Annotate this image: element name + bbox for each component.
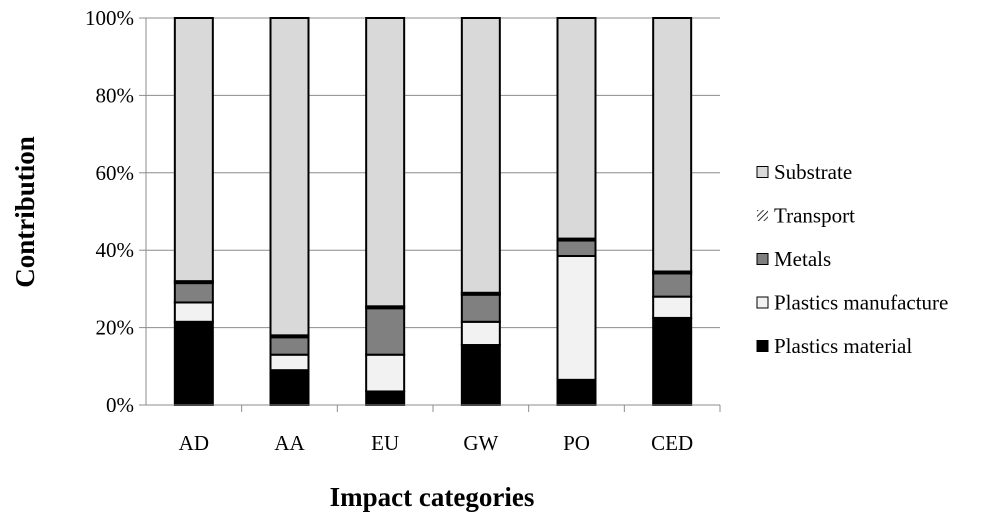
bar-segment-metals	[460, 293, 501, 323]
bar-segment-plastics-manufacture	[173, 301, 214, 323]
bar-segment-metals	[269, 336, 310, 356]
y-axis-title: Contribution	[10, 136, 40, 288]
y-tick-label: 20%	[96, 316, 135, 340]
y-tick-label: 40%	[96, 238, 135, 262]
bar-segment-plastics-material	[652, 316, 693, 406]
bar-segment-substrate	[460, 17, 501, 294]
y-axis-ticks: 0% 20% 40% 60% 80% 100%	[85, 6, 146, 417]
x-tick-label: AD	[179, 431, 209, 455]
x-tick-label: PO	[563, 431, 590, 455]
bar-segment-metals	[652, 272, 693, 298]
bar-segment-plastics-material	[365, 390, 406, 406]
x-tick-label: EU	[371, 431, 399, 455]
bar-segment-metals	[173, 282, 214, 304]
bar-segment-plastics-manufacture	[365, 353, 406, 393]
bar-segment-plastics-material	[460, 344, 501, 407]
legend-label: Plastics manufacture	[774, 291, 948, 315]
y-tick-label: 60%	[96, 161, 135, 185]
bar-segment-plastics-manufacture	[652, 295, 693, 319]
axes	[145, 18, 720, 406]
bar-segment-substrate	[173, 17, 214, 283]
legend-swatch-plastics-manufacture	[756, 296, 769, 309]
bar-segment-substrate	[652, 17, 693, 273]
legend-label: Substrate	[774, 160, 852, 184]
x-axis-title: Impact categories	[330, 482, 535, 512]
legend-swatch-substrate	[756, 166, 769, 178]
gridlines	[146, 17, 720, 406]
bar-segment-plastics-material	[556, 378, 597, 407]
x-tick-label: CED	[651, 431, 693, 455]
bar-segment-substrate	[365, 17, 406, 308]
x-axis-ticks: AD AA EU GW PO CED	[179, 405, 721, 455]
legend-swatch-transport	[757, 210, 768, 221]
bars	[173, 17, 693, 407]
legend: Substrate Transport Metals Plastics manufac…	[756, 160, 948, 358]
bar-segment-plastics-manufacture	[460, 320, 501, 347]
legend-swatch-metals	[756, 253, 769, 265]
legend-label: Metals	[774, 247, 831, 271]
x-tick-label: AA	[274, 431, 305, 455]
bar-segment-plastics-manufacture	[269, 353, 310, 372]
bar-segment-plastics-material	[269, 369, 310, 407]
y-tick-label: 80%	[96, 83, 135, 107]
bar-segment-substrate	[556, 17, 597, 240]
bar-segment-metals	[365, 307, 406, 356]
x-tick-label: GW	[463, 431, 498, 455]
bar-segment-substrate	[269, 17, 310, 337]
bar-segment-plastics-manufacture	[556, 255, 597, 381]
y-tick-label: 0%	[106, 393, 134, 417]
legend-label: Plastics material	[774, 334, 912, 358]
bar-segment-metals	[556, 239, 597, 258]
legend-swatch-plastics-material	[756, 340, 769, 352]
legend-label: Transport	[774, 204, 855, 228]
bar-segment-plastics-material	[173, 320, 214, 407]
y-tick-label: 100%	[85, 6, 134, 30]
